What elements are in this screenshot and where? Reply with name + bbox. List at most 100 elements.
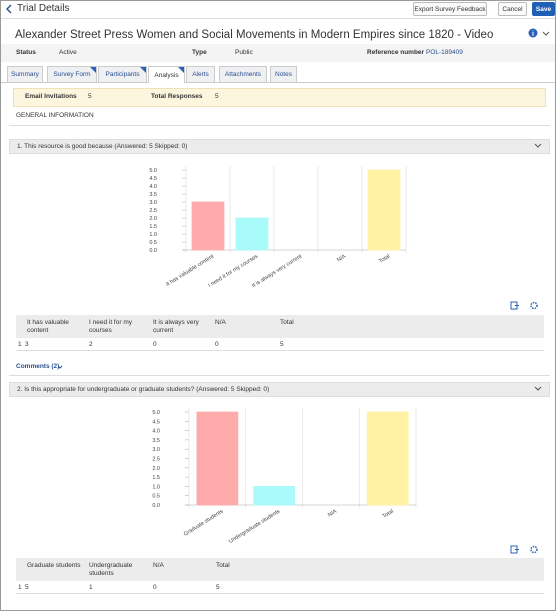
x-tick-label: Graduate students xyxy=(183,508,225,537)
field-row xyxy=(1,44,555,62)
chart-tools[interactable] xyxy=(510,301,540,310)
x-tick-label: Total xyxy=(382,509,395,520)
back-icon[interactable] xyxy=(5,4,13,14)
field-label: Status xyxy=(16,49,36,56)
table-cell: 2 xyxy=(89,341,93,348)
comments-link[interactable]: Comments (2) xyxy=(16,363,60,370)
tab-marker xyxy=(90,67,96,73)
tab[interactable]: Analysis xyxy=(148,66,185,83)
tab[interactable]: Attachments xyxy=(219,66,267,82)
tab-marker xyxy=(140,67,146,73)
table-header: Total xyxy=(280,319,294,326)
page-title: Trial Details xyxy=(17,3,70,14)
table-header: N/A xyxy=(215,319,226,326)
bar xyxy=(191,201,225,251)
tab[interactable]: Survey Form xyxy=(47,66,97,82)
tool-icons xyxy=(510,545,538,554)
field-label: Reference number xyxy=(367,49,425,56)
table-cell: 5 xyxy=(216,584,220,591)
y-tick-label: 2.0 xyxy=(149,216,157,222)
table-header-bg xyxy=(16,558,544,581)
question-text: 2. Is this appropriate for undergraduate… xyxy=(17,386,270,393)
table-cell: 5 xyxy=(25,584,29,591)
x-tick-label: Undergraduate students xyxy=(228,508,281,544)
button[interactable]: Export Survey Feedback xyxy=(413,2,487,16)
question-header[interactable]: 2. Is this appropriate for undergraduate… xyxy=(9,382,550,397)
tab-marker xyxy=(178,67,184,73)
table-cell: 5 xyxy=(280,341,284,348)
tab[interactable]: Participants xyxy=(98,66,147,82)
bar xyxy=(367,169,401,251)
table-header: Graduate students xyxy=(27,562,81,569)
y-tick-label: 0.0 xyxy=(152,503,160,509)
row-label: 1 xyxy=(18,584,22,591)
y-tick-label: 2.5 xyxy=(149,208,157,214)
divider xyxy=(9,125,550,126)
y-tick-label: 5.0 xyxy=(152,410,160,416)
table-cell: 0 xyxy=(153,584,157,591)
y-tick-label: 0.5 xyxy=(149,240,157,246)
bar xyxy=(366,411,409,506)
summary-label: Total Responses xyxy=(151,93,203,100)
section-title: GENERAL INFORMATION xyxy=(16,112,94,119)
y-tick-label: 3.5 xyxy=(152,438,160,444)
table-header-bg xyxy=(16,315,544,338)
y-tick-label: 3.0 xyxy=(152,447,160,453)
divider xyxy=(1,18,555,19)
svg-text:i: i xyxy=(532,31,534,38)
summary-value: 5 xyxy=(215,93,219,100)
bar xyxy=(253,485,296,506)
chevron[interactable] xyxy=(534,143,542,149)
y-tick-label: 3.0 xyxy=(149,200,157,206)
chart-tools[interactable] xyxy=(510,545,540,554)
y-tick-label: 1.0 xyxy=(149,232,157,238)
table-row-bg xyxy=(16,338,544,351)
y-tick-label: 4.5 xyxy=(152,419,160,425)
divider xyxy=(9,375,550,376)
button[interactable]: Cancel xyxy=(498,2,527,16)
question-header[interactable]: 1. This resource is good because (Answer… xyxy=(9,139,550,154)
x-tick-label: N/A xyxy=(327,508,338,518)
table-row-bg xyxy=(16,581,544,594)
y-tick-label: 0.0 xyxy=(149,248,157,254)
tool-icons xyxy=(510,301,538,310)
comments-chevron xyxy=(57,365,63,370)
x-tick-label: N/A xyxy=(336,253,347,263)
table-header: It has valuable content xyxy=(27,319,69,334)
summary-box xyxy=(13,88,546,107)
y-tick-label: 4.0 xyxy=(149,184,157,190)
bar xyxy=(235,217,269,251)
y-tick-label: 1.5 xyxy=(152,475,160,481)
chevron-icon xyxy=(57,365,63,369)
y-tick-label: 2.0 xyxy=(152,466,160,472)
table-cell: 3 xyxy=(25,341,29,348)
tab[interactable]: Alerts xyxy=(186,66,215,82)
chevron[interactable] xyxy=(534,386,542,392)
y-tick-label: 0.5 xyxy=(152,494,160,500)
field-label: Type xyxy=(192,49,207,56)
y-tick-label: 4.0 xyxy=(152,429,160,435)
summary-label: Email Invitations xyxy=(25,93,77,100)
table-cell: 0 xyxy=(153,341,157,348)
x-tick-label: Total xyxy=(378,254,391,265)
tab[interactable]: Summary xyxy=(7,66,43,82)
table-cell: 0 xyxy=(215,341,219,348)
button[interactable]: Save xyxy=(532,2,555,16)
table-header: I need it for my courses xyxy=(89,319,132,334)
tab[interactable]: Notes xyxy=(270,66,297,82)
y-tick-label: 1.0 xyxy=(152,484,160,490)
table-cell: 1 xyxy=(89,584,93,591)
table-header: It is always very current xyxy=(153,319,199,334)
table-header: Total xyxy=(216,562,230,569)
bar xyxy=(196,411,239,506)
title-icons[interactable]: i xyxy=(528,28,552,39)
y-tick-label: 5.0 xyxy=(149,168,157,174)
tab-line xyxy=(1,82,555,83)
chevron-icon xyxy=(534,143,542,148)
y-tick-label: 3.5 xyxy=(149,192,157,198)
chevron-icon xyxy=(534,386,542,391)
row-label: 1 xyxy=(18,341,22,348)
y-tick-label: 4.5 xyxy=(149,176,157,182)
table-header: N/A xyxy=(153,562,164,569)
